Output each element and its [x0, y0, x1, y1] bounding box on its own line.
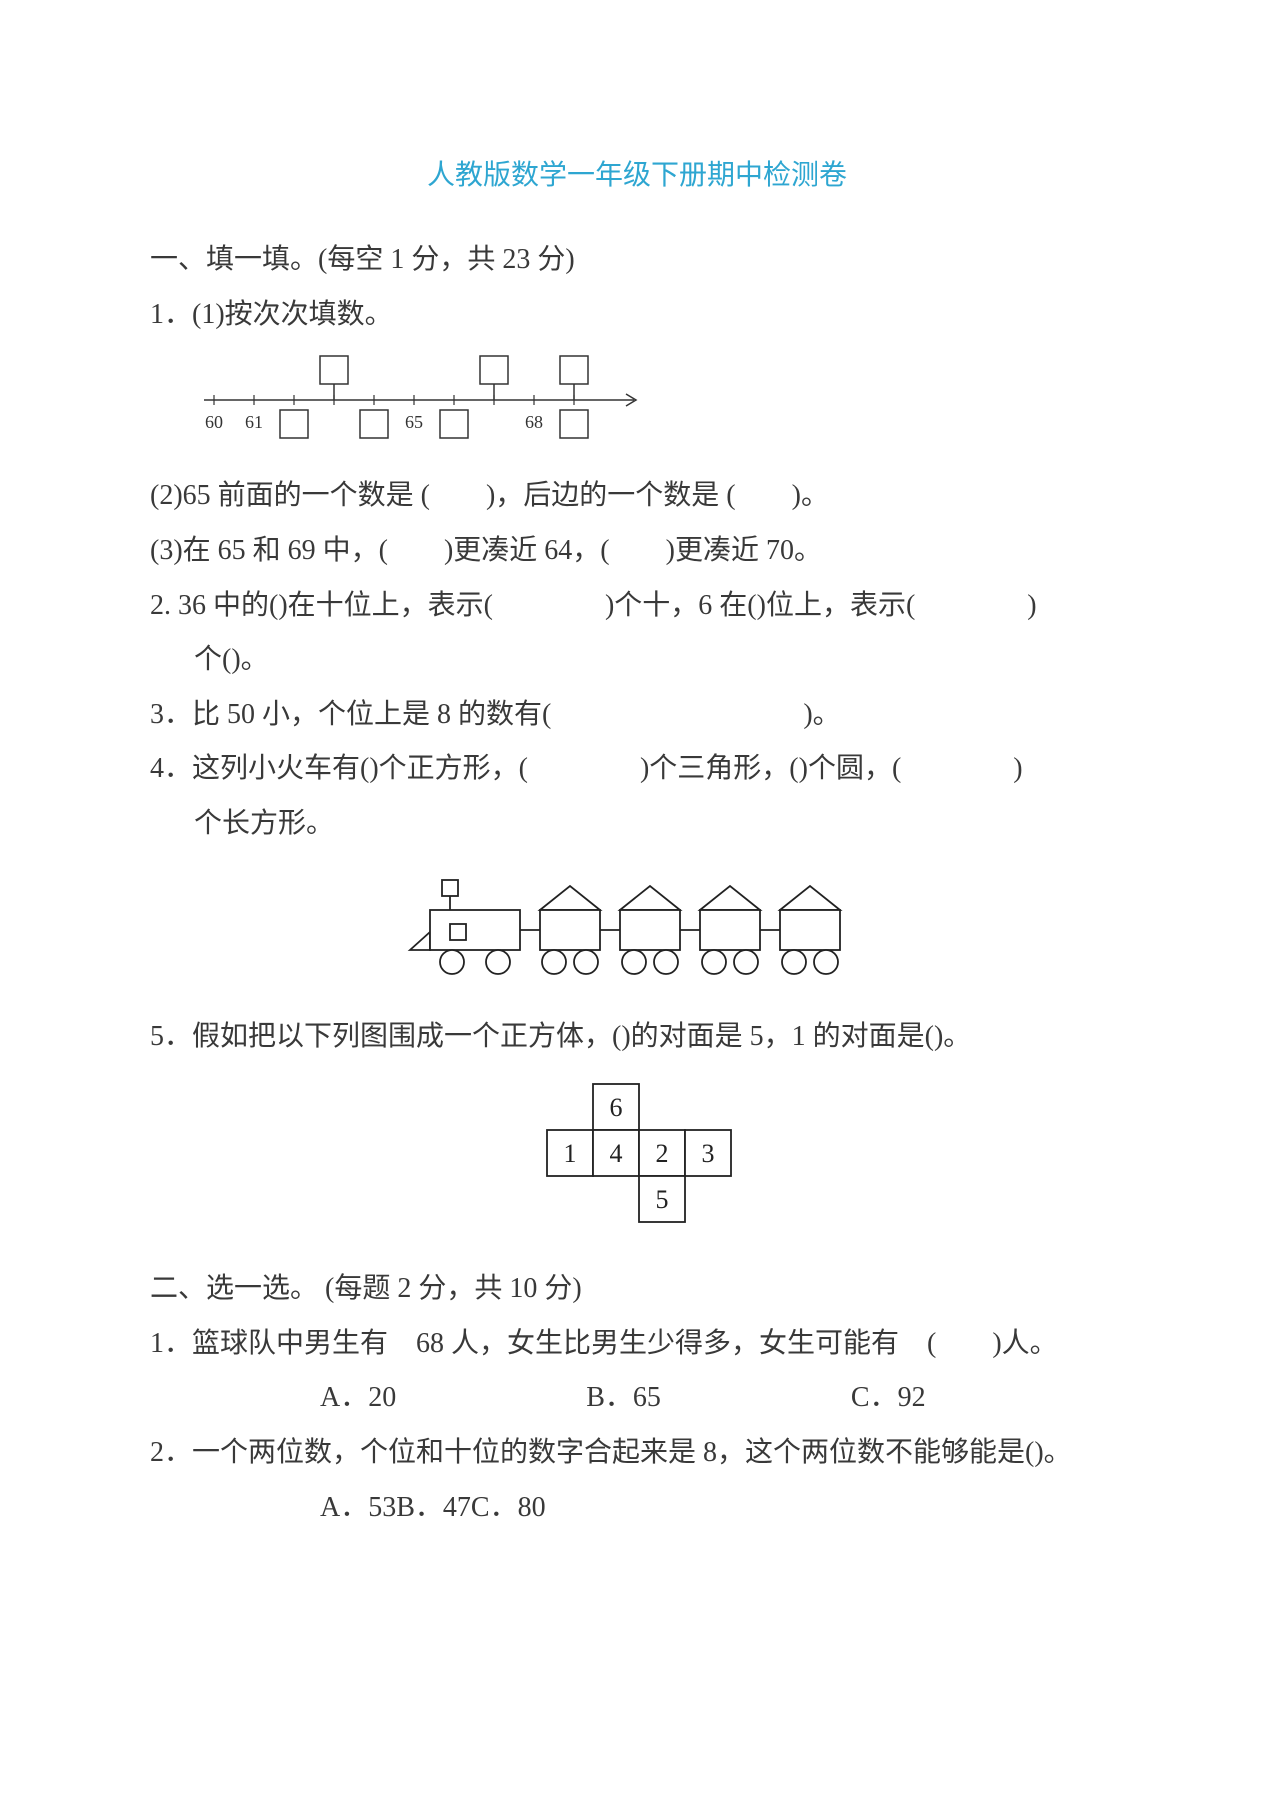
cubenet-figure: 6 1 4 2 3 5 [150, 1074, 1124, 1244]
s2-q1-options: A．20 B．65 C．92 [150, 1371, 1124, 1426]
net-3: 3 [702, 1139, 715, 1168]
q4b: 个长方形。 [150, 797, 1124, 852]
nl-label-68: 68 [525, 412, 543, 432]
q1-p3: (3)在 65 和 69 中，( )更凑近 64，( )更凑近 70。 [150, 524, 1124, 579]
q1-p2: (2)65 前面的一个数是 ( )，后边的一个数是 ( )。 [150, 469, 1124, 524]
q4: 4．这列小火车有()个正方形，( )个三角形，()个圆，( ) [150, 742, 1124, 797]
numberline-svg: 60 61 65 68 [194, 350, 654, 450]
q1-stem: 1．(1)按次次填数。 [150, 288, 1124, 343]
section1-header: 一、填一填。(每空 1 分，共 23 分) [150, 233, 1124, 288]
train-svg [402, 862, 872, 992]
q2b: 个()。 [150, 633, 1124, 688]
s2-q2-opts: A．53B．47C．80 [150, 1481, 1124, 1536]
q3: 3．比 50 小，个位上是 8 的数有( )。 [150, 688, 1124, 743]
net-5: 5 [656, 1185, 669, 1214]
s2-q2: 2．一个两位数，个位和十位的数字合起来是 8，这个两位数不能够能是()。 [150, 1426, 1124, 1481]
section2-header: 二、选一选。 (每题 2 分，共 10 分) [150, 1262, 1124, 1317]
exam-page: 人教版数学一年级下册期中检测卷 一、填一填。(每空 1 分，共 23 分) 1．… [0, 0, 1274, 1804]
boxes-above [320, 356, 588, 400]
s2-q1-optC: C．92 [851, 1371, 926, 1426]
cubenet-svg: 6 1 4 2 3 5 [517, 1074, 757, 1244]
nl-label-65: 65 [405, 412, 423, 432]
s2-q1-optB: B．65 [586, 1371, 661, 1426]
s2-q1-optA: A．20 [320, 1371, 396, 1426]
page-title: 人教版数学一年级下册期中检测卷 [150, 153, 1124, 193]
numberline-figure: 60 61 65 68 [194, 350, 1124, 455]
train-figure [150, 862, 1124, 992]
net-4: 4 [610, 1139, 623, 1168]
q5: 5．假如把以下列图围成一个正方体，()的对面是 5，1 的对面是()。 [150, 1010, 1124, 1065]
q2: 2. 36 中的()在十位上，表示( )个十，6 在()位上，表示( ) [150, 579, 1124, 634]
nl-label-61: 61 [245, 412, 263, 432]
s2-q1: 1．篮球队中男生有 68 人，女生比男生少得多，女生可能有 ( )人。 [150, 1317, 1124, 1372]
net-6: 6 [610, 1093, 623, 1122]
net-1: 1 [564, 1139, 577, 1168]
net-2: 2 [656, 1139, 669, 1168]
nl-label-60: 60 [205, 412, 223, 432]
